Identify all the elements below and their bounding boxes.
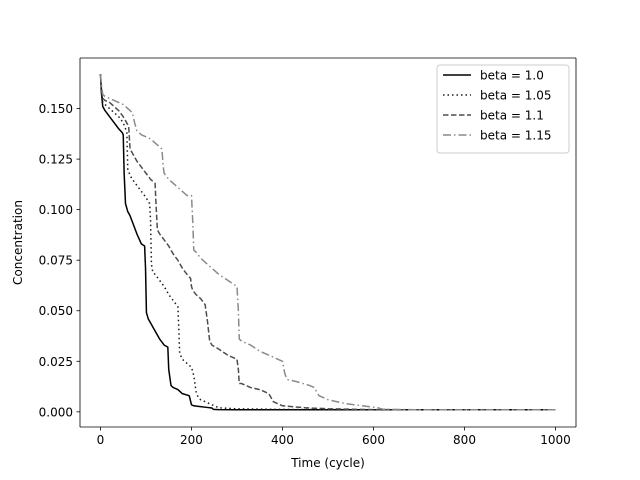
series-line-3 bbox=[99, 74, 556, 411]
x-tick-label: 0 bbox=[97, 433, 105, 447]
x-axis-ticks: 0 200 400 600 800 1000 bbox=[97, 427, 571, 447]
x-tick-label: 800 bbox=[453, 433, 476, 447]
y-tick-label: 0.100 bbox=[39, 203, 73, 217]
x-tick-label: 600 bbox=[362, 433, 385, 447]
x-tick-label: 400 bbox=[271, 433, 294, 447]
legend-label-1: beta = 1.0 bbox=[480, 69, 544, 83]
legend-label-2: beta = 1.05 bbox=[480, 89, 551, 103]
y-tick-label: 0.000 bbox=[39, 405, 73, 419]
y-tick-label: 0.125 bbox=[39, 153, 73, 167]
plot-frame bbox=[79, 57, 577, 428]
series-line-1 bbox=[99, 74, 556, 411]
legend-box bbox=[436, 64, 570, 154]
x-tick-label: 1000 bbox=[540, 433, 571, 447]
y-tick-label: 0.075 bbox=[39, 254, 73, 268]
y-axis-ticks: 0.000 0.025 0.050 0.075 0.100 0.125 0.150 bbox=[39, 102, 80, 419]
legend-label-3: beta = 1.1 bbox=[480, 109, 544, 123]
x-axis-title: Time (cycle) bbox=[290, 456, 365, 470]
y-axis-title: Concentration bbox=[11, 200, 25, 285]
series-line-2 bbox=[99, 74, 556, 411]
x-tick-label: 200 bbox=[180, 433, 203, 447]
legend: beta = 1.0 beta = 1.05 beta = 1.1 beta = 1.… bbox=[436, 64, 570, 154]
series-layer bbox=[99, 74, 556, 411]
series-line-4 bbox=[99, 74, 556, 411]
y-tick-label: 0.050 bbox=[39, 304, 73, 318]
y-tick-label: 0.025 bbox=[39, 355, 73, 369]
legend-label-4: beta = 1.15 bbox=[480, 129, 551, 143]
y-tick-label: 0.150 bbox=[39, 102, 73, 116]
